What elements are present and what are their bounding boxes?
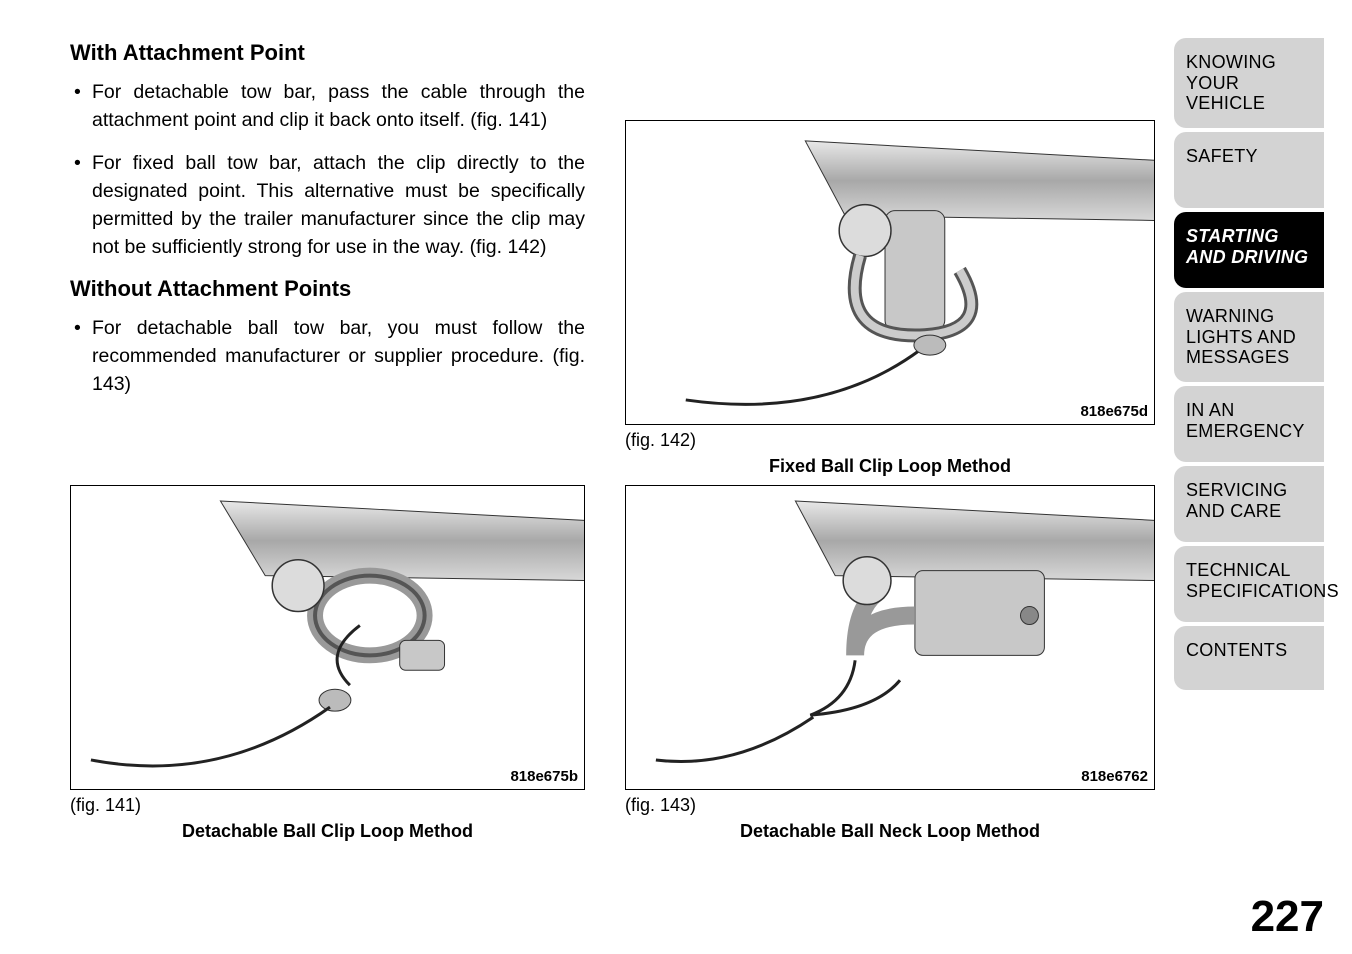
tab-label: TECHNICAL SPECIFICATIONS <box>1186 560 1339 601</box>
figure-label: (fig. 141) <box>70 795 141 816</box>
towbar-drawing-icon <box>626 121 1154 425</box>
tab-servicing[interactable]: SERVICING AND CARE <box>1174 466 1324 542</box>
towbar-drawing-icon <box>626 486 1154 790</box>
bullet-item: For detachable ball tow bar, you must fo… <box>70 314 585 399</box>
figure-ref: 818e675b <box>510 768 578 785</box>
tab-label: SERVICING AND CARE <box>1186 480 1314 521</box>
text-column: With Attachment Point For detachable tow… <box>70 40 585 412</box>
page-number: 227 <box>1251 892 1324 942</box>
heading-with-attachment: With Attachment Point <box>70 40 585 66</box>
heading-without-attachment: Without Attachment Points <box>70 276 585 302</box>
tab-label: WARNING LIGHTS AND MESSAGES <box>1186 306 1314 368</box>
tab-contents[interactable]: CONTENTS <box>1174 626 1324 690</box>
tab-starting-driving[interactable]: STARTING AND DRIVING <box>1174 212 1324 288</box>
figure-143: 818e6762 <box>625 485 1155 790</box>
figure-141: 818e675b <box>70 485 585 790</box>
bullet-item: For fixed ball tow bar, attach the clip … <box>70 149 585 262</box>
section-tabs: KNOWING YOUR VEHICLE SAFETY STARTING AND… <box>1174 38 1324 694</box>
content-area: With Attachment Point For detachable tow… <box>70 40 1160 910</box>
tab-label: CONTENTS <box>1186 640 1287 661</box>
bullet-list-without: For detachable ball tow bar, you must fo… <box>70 314 585 399</box>
tab-technical-specs[interactable]: TECHNICAL SPECIFICATIONS <box>1174 546 1324 622</box>
tab-label: IN AN EMERGENCY <box>1186 400 1314 441</box>
figure-ref: 818e6762 <box>1081 768 1148 785</box>
tab-safety[interactable]: SAFETY <box>1174 132 1324 208</box>
tab-label: STARTING AND DRIVING <box>1186 226 1314 267</box>
manual-page: With Attachment Point For detachable tow… <box>0 0 1352 954</box>
figure-caption: Fixed Ball Clip Loop Method <box>625 456 1155 477</box>
towbar-drawing-icon <box>71 486 584 790</box>
tab-label: SAFETY <box>1186 146 1258 167</box>
bullet-list-with: For detachable tow bar, pass the cable t… <box>70 78 585 262</box>
tab-emergency[interactable]: IN AN EMERGENCY <box>1174 386 1324 462</box>
tab-knowing-vehicle[interactable]: KNOWING YOUR VEHICLE <box>1174 38 1324 128</box>
figure-label: (fig. 143) <box>625 795 696 816</box>
figure-caption: Detachable Ball Neck Loop Method <box>625 821 1155 842</box>
tab-warning-lights[interactable]: WARNING LIGHTS AND MESSAGES <box>1174 292 1324 382</box>
figure-label: (fig. 142) <box>625 430 696 451</box>
figure-caption: Detachable Ball Clip Loop Method <box>70 821 585 842</box>
tab-label: KNOWING YOUR VEHICLE <box>1186 52 1314 114</box>
figure-ref: 818e675d <box>1080 403 1148 420</box>
bullet-item: For detachable tow bar, pass the cable t… <box>70 78 585 135</box>
figure-142: 818e675d <box>625 120 1155 425</box>
